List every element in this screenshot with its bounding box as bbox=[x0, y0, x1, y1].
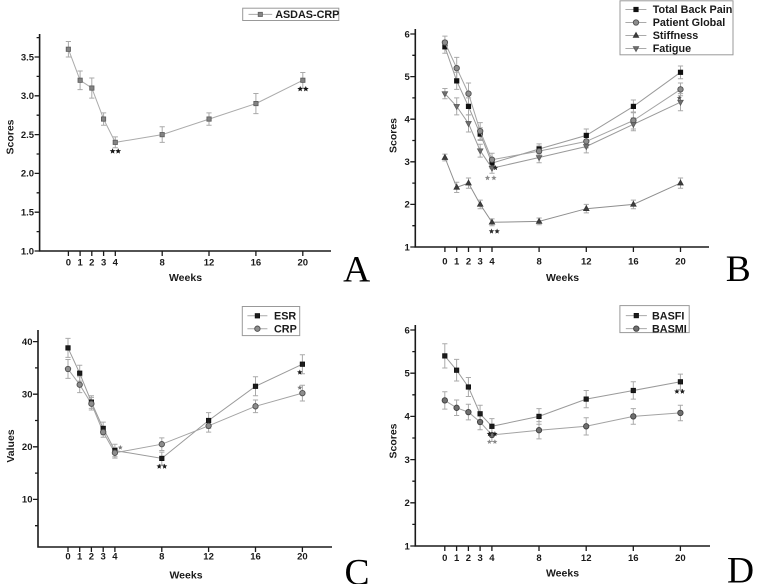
svg-text:3: 3 bbox=[477, 553, 482, 564]
svg-text:1.0: 1.0 bbox=[21, 246, 34, 257]
svg-text:4: 4 bbox=[112, 552, 118, 563]
svg-text:Weeks: Weeks bbox=[169, 569, 202, 581]
svg-text:12: 12 bbox=[203, 552, 214, 563]
svg-text:Total Back Pain: Total Back Pain bbox=[653, 4, 733, 16]
svg-text:5: 5 bbox=[405, 369, 411, 380]
svg-text:0: 0 bbox=[442, 256, 447, 267]
svg-text:Stiffness: Stiffness bbox=[653, 30, 699, 42]
svg-text:12: 12 bbox=[581, 553, 592, 564]
svg-text:8: 8 bbox=[159, 552, 164, 563]
svg-text:BASMI: BASMI bbox=[652, 323, 687, 335]
svg-text:8: 8 bbox=[536, 256, 541, 267]
svg-text:5: 5 bbox=[405, 72, 411, 83]
svg-text:12: 12 bbox=[204, 258, 215, 269]
svg-text:2: 2 bbox=[89, 552, 94, 563]
svg-text:20: 20 bbox=[297, 552, 308, 563]
svg-text:Weeks: Weeks bbox=[169, 272, 202, 284]
svg-text:1: 1 bbox=[405, 541, 411, 552]
svg-text:2: 2 bbox=[405, 200, 410, 211]
svg-text:20: 20 bbox=[22, 442, 33, 453]
svg-text:8: 8 bbox=[160, 258, 165, 269]
svg-text:CRP: CRP bbox=[274, 323, 297, 335]
svg-text:3.0: 3.0 bbox=[21, 91, 34, 102]
svg-text:6: 6 bbox=[405, 29, 410, 40]
svg-text:0: 0 bbox=[65, 552, 70, 563]
svg-text:ESR: ESR bbox=[274, 311, 296, 323]
svg-text:C: C bbox=[344, 552, 369, 584]
svg-text:0: 0 bbox=[442, 553, 447, 564]
svg-text:Scores: Scores bbox=[388, 423, 400, 458]
svg-text:1: 1 bbox=[77, 552, 83, 563]
svg-text:4: 4 bbox=[489, 256, 495, 267]
svg-text:30: 30 bbox=[22, 390, 33, 401]
svg-text:16: 16 bbox=[251, 258, 262, 269]
svg-text:Scores: Scores bbox=[388, 118, 400, 153]
svg-text:1: 1 bbox=[405, 242, 411, 253]
svg-text:2: 2 bbox=[405, 498, 410, 509]
svg-text:1: 1 bbox=[77, 258, 83, 269]
svg-text:40: 40 bbox=[22, 337, 33, 348]
svg-text:12: 12 bbox=[581, 256, 592, 267]
svg-text:4: 4 bbox=[405, 115, 411, 126]
svg-text:Fatigue: Fatigue bbox=[653, 43, 691, 55]
svg-text:3: 3 bbox=[101, 258, 106, 269]
svg-text:A: A bbox=[343, 250, 370, 291]
svg-text:1.5: 1.5 bbox=[21, 208, 35, 219]
svg-text:20: 20 bbox=[298, 258, 309, 269]
svg-text:ASDAS-CRP: ASDAS-CRP bbox=[275, 9, 339, 21]
svg-text:2.0: 2.0 bbox=[21, 169, 34, 180]
svg-text:6: 6 bbox=[405, 325, 410, 336]
svg-text:16: 16 bbox=[250, 552, 261, 563]
svg-text:Patient Global: Patient Global bbox=[653, 17, 726, 29]
svg-text:Weeks: Weeks bbox=[546, 568, 579, 580]
svg-text:Values: Values bbox=[5, 429, 17, 462]
svg-text:4: 4 bbox=[489, 553, 495, 564]
svg-text:4: 4 bbox=[405, 412, 411, 423]
svg-text:Scores: Scores bbox=[5, 119, 17, 154]
svg-text:1: 1 bbox=[454, 553, 460, 564]
svg-text:10: 10 bbox=[22, 495, 33, 506]
svg-text:2: 2 bbox=[89, 258, 94, 269]
svg-text:3: 3 bbox=[478, 256, 483, 267]
svg-text:B: B bbox=[726, 249, 751, 290]
svg-text:4: 4 bbox=[113, 258, 119, 269]
svg-text:2: 2 bbox=[466, 553, 471, 564]
svg-text:20: 20 bbox=[675, 553, 686, 564]
svg-text:3: 3 bbox=[405, 455, 410, 466]
svg-text:3.5: 3.5 bbox=[21, 52, 35, 63]
svg-text:3: 3 bbox=[405, 157, 410, 168]
svg-text:2.5: 2.5 bbox=[21, 130, 35, 141]
svg-text:20: 20 bbox=[675, 256, 686, 267]
svg-text:1: 1 bbox=[454, 256, 460, 267]
svg-text:BASFI: BASFI bbox=[652, 310, 684, 322]
svg-text:D: D bbox=[727, 551, 754, 584]
svg-text:16: 16 bbox=[628, 256, 639, 267]
svg-text:Weeks: Weeks bbox=[546, 272, 579, 284]
svg-text:2: 2 bbox=[466, 256, 471, 267]
svg-text:8: 8 bbox=[536, 553, 541, 564]
svg-text:0: 0 bbox=[66, 258, 71, 269]
svg-text:16: 16 bbox=[628, 553, 639, 564]
svg-text:3: 3 bbox=[101, 552, 106, 563]
